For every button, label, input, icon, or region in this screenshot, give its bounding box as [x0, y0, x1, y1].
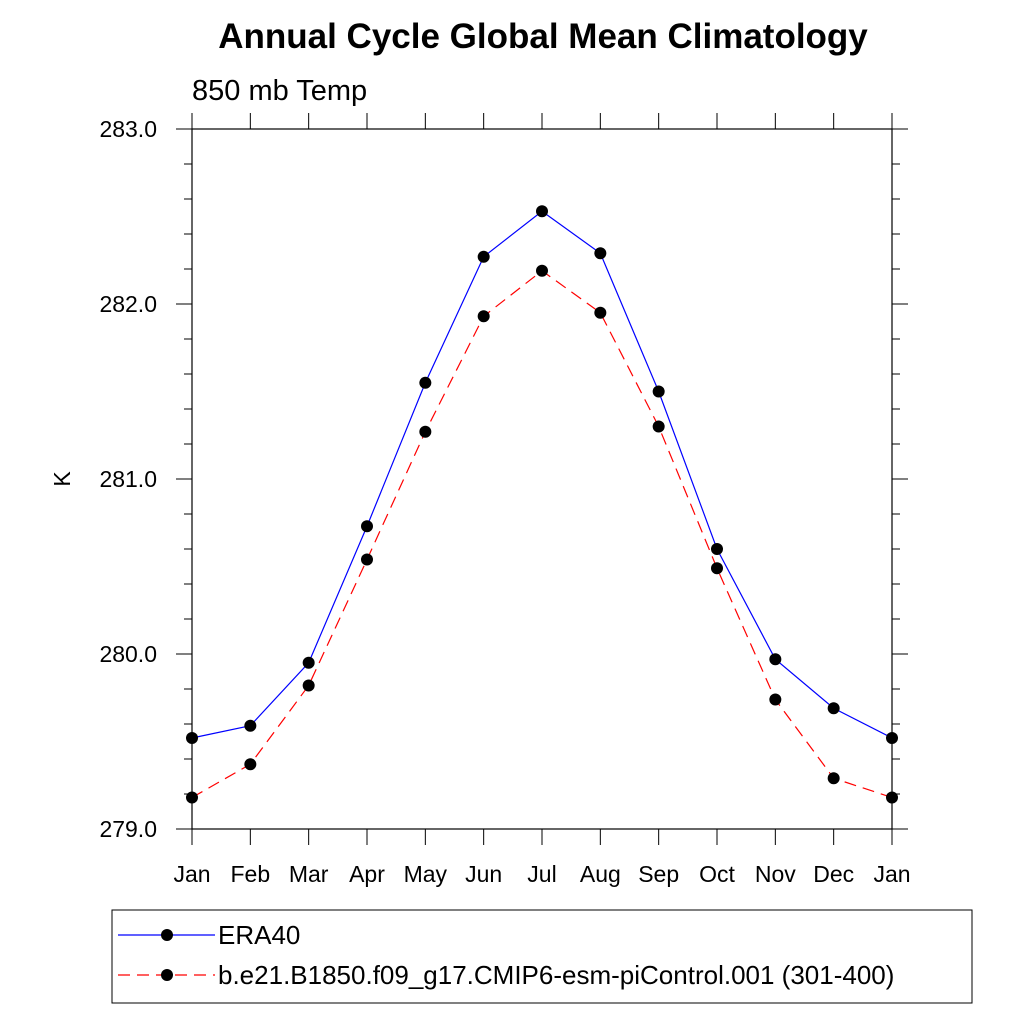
data-point-series-0	[711, 543, 723, 555]
data-point-series-0	[769, 653, 782, 666]
x-tick-label: Dec	[813, 861, 854, 887]
legend-label-1: b.e21.B1850.f09_g17.CMIP6-esm-piControl.…	[218, 960, 894, 990]
data-point-series-1	[652, 420, 665, 433]
y-axis-label: K	[49, 471, 75, 487]
data-point-series-0	[536, 205, 548, 218]
legend-box	[111, 909, 973, 1004]
legend-marker-0	[161, 929, 173, 941]
data-point-series-1	[886, 791, 898, 804]
y-tick-label: 282.0	[99, 291, 157, 317]
data-point-series-1	[186, 791, 198, 804]
data-point-series-0	[186, 732, 198, 744]
data-point-series-0	[419, 376, 432, 389]
y-tick-label: 281.0	[99, 466, 157, 492]
y-tick-label: 283.0	[99, 116, 157, 142]
x-tick-label: Jul	[527, 861, 556, 887]
data-point-series-1	[361, 553, 373, 566]
legend-label-0: ERA40	[218, 920, 300, 950]
x-tick-label: Feb	[231, 861, 271, 887]
data-point-series-0	[652, 385, 665, 398]
data-point-series-0	[886, 732, 898, 744]
x-tick-label: Jun	[465, 861, 502, 887]
data-point-series-1	[827, 772, 840, 785]
chart-title: Annual Cycle Global Mean Climatology	[218, 17, 868, 56]
plot-frame	[191, 128, 893, 830]
series-line-0	[191, 210, 893, 739]
legend: ERA40 b.e21.B1850.f09_g17.CMIP6-esm-piCon…	[118, 920, 894, 990]
axis-ticks	[176, 113, 908, 845]
chart-subtitle: 850 mb Temp	[192, 75, 367, 107]
data-point-series-1	[302, 679, 315, 692]
x-tick-label: Oct	[699, 861, 735, 887]
data-point-series-1	[594, 306, 607, 319]
y-tick-labels: 279.0 280.0 281.0 282.0 283.0	[99, 116, 157, 842]
x-tick-label: Apr	[349, 861, 385, 887]
x-tick-label: Jan	[173, 861, 210, 887]
data-point-series-1	[536, 264, 548, 277]
y-tick-label: 280.0	[99, 641, 157, 667]
data-point-series-0	[827, 702, 840, 715]
legend-marker-1	[161, 969, 173, 981]
x-tick-label: Jan	[873, 861, 910, 887]
x-tick-label: Mar	[289, 861, 329, 887]
data-point-series-1	[419, 425, 432, 438]
series-lines	[191, 210, 893, 799]
data-point-series-0	[361, 520, 373, 533]
data-point-series-0	[244, 719, 257, 732]
data-point-series-1	[769, 693, 782, 706]
x-tick-label: Sep	[638, 861, 679, 887]
data-point-series-1	[711, 562, 723, 575]
data-point-series-0	[477, 250, 490, 263]
data-point-series-0	[594, 247, 607, 260]
x-tick-label: May	[404, 861, 448, 887]
data-point-series-0	[302, 656, 315, 669]
y-tick-label: 279.0	[99, 816, 157, 842]
series-line-1	[191, 270, 893, 799]
x-tick-labels: Jan Feb Mar Apr May Jun Jul Aug Sep Oct Nov Dec Jan	[173, 861, 910, 887]
series-markers	[186, 205, 898, 804]
data-point-series-1	[244, 758, 257, 771]
x-tick-label: Nov	[755, 861, 796, 887]
data-point-series-1	[477, 310, 490, 323]
x-tick-label: Aug	[580, 861, 621, 887]
